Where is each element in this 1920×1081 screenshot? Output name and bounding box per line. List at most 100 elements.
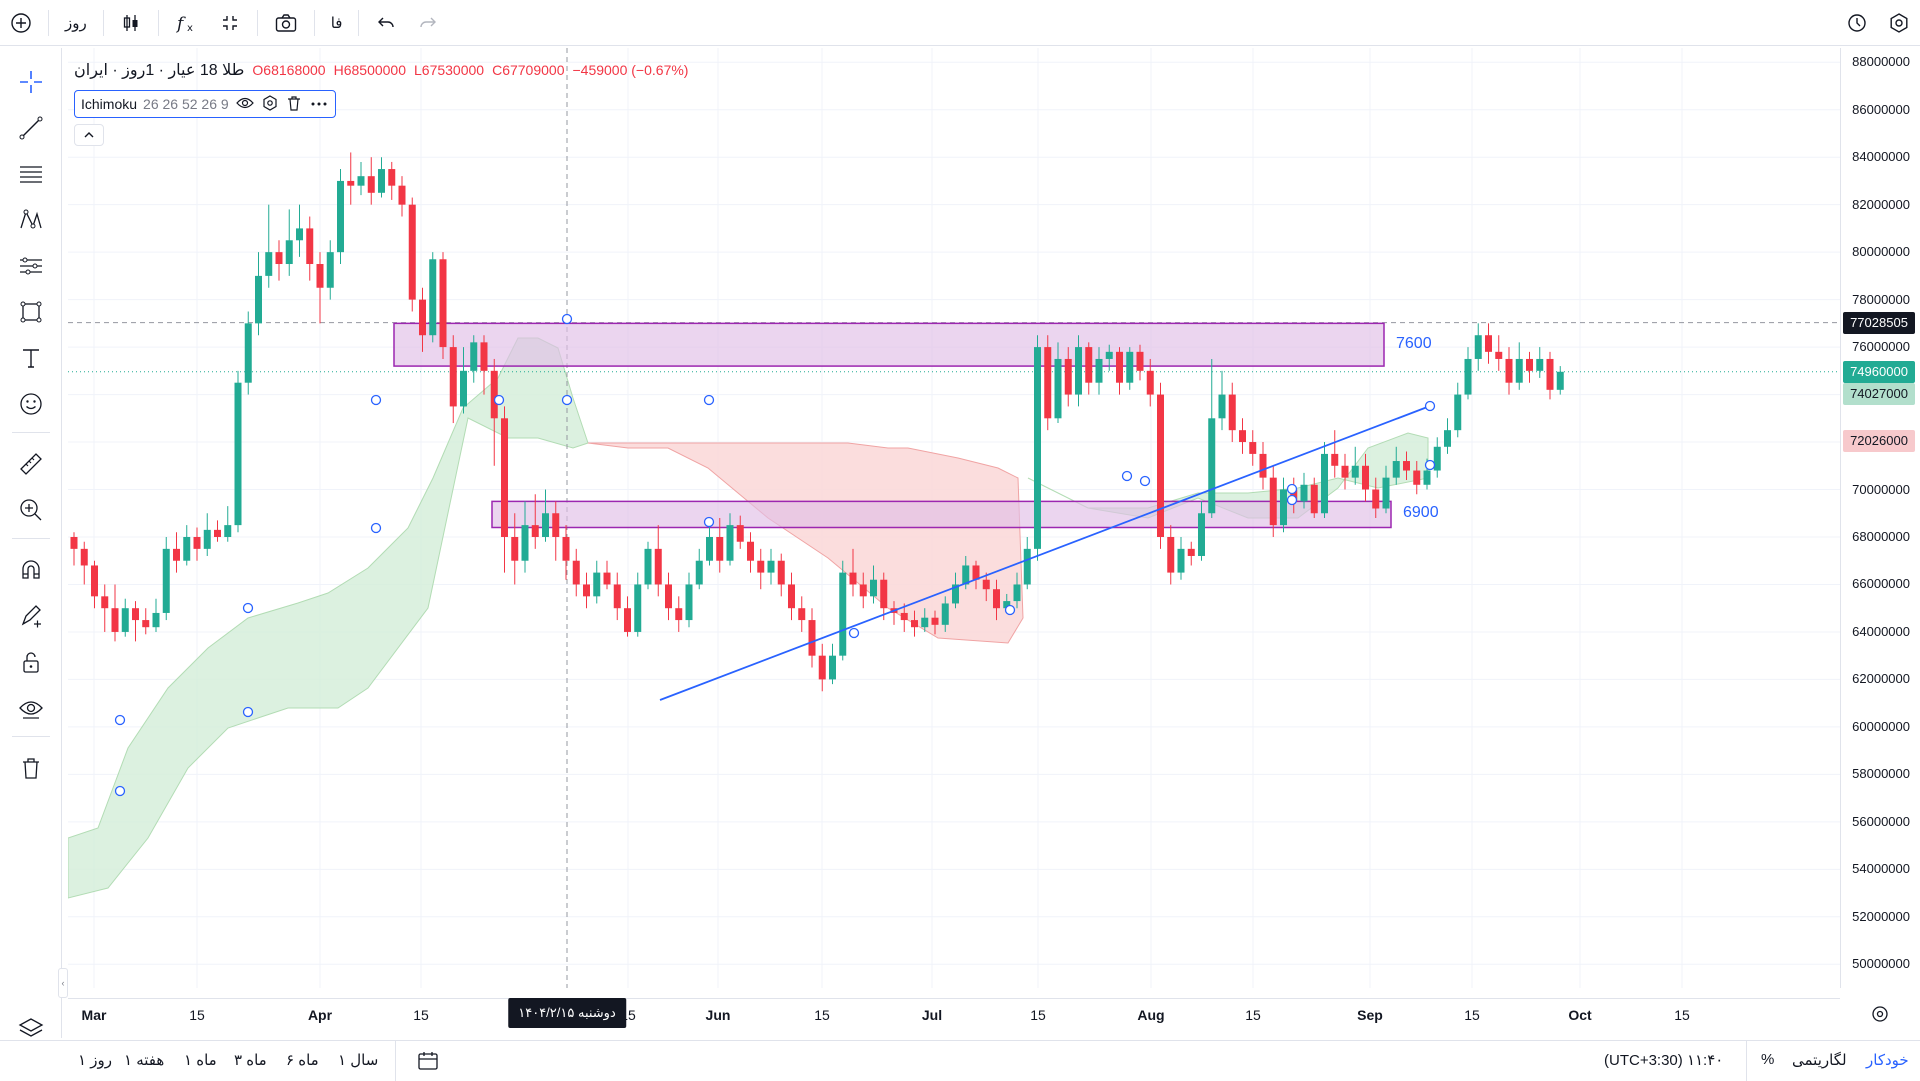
candle-body xyxy=(1536,358,1544,371)
candle-body xyxy=(839,572,847,656)
price-tag: 74027000 xyxy=(1843,382,1915,405)
camera-icon[interactable] xyxy=(264,0,308,46)
price-tag: 72026000 xyxy=(1843,430,1915,453)
drawing-anchor-point xyxy=(242,602,254,614)
language-button[interactable]: فا xyxy=(330,14,343,32)
undo-icon[interactable] xyxy=(365,0,407,46)
trend-line-icon[interactable] xyxy=(11,108,51,148)
range-3m[interactable]: ماه ۳ xyxy=(234,1052,267,1069)
zone-label-upper: 7600 xyxy=(1396,334,1432,352)
candle-body xyxy=(132,608,139,621)
time-tick-label: Oct xyxy=(1568,1007,1592,1023)
text-tool-icon[interactable] xyxy=(11,338,51,378)
range-1m[interactable]: ماه ۱ xyxy=(184,1052,217,1069)
price-tick-label: 76000000 xyxy=(1852,339,1910,355)
indicator-legend[interactable]: Ichimoku 26 26 52 26 9 xyxy=(74,90,336,118)
range-1w[interactable]: هفته ۱ xyxy=(124,1052,165,1069)
auto-toggle[interactable]: خودکار xyxy=(1866,1052,1909,1069)
price-tick-label: 64000000 xyxy=(1852,623,1910,639)
timezone-label[interactable]: (UTC+3:30) ۱۱:۴۰ xyxy=(1604,1052,1724,1069)
candle-body xyxy=(142,620,150,628)
price-scale[interactable]: 88000000 86000000 84000000 82000000 80000000… xyxy=(1840,48,1920,988)
candle-body xyxy=(1556,371,1564,390)
divider xyxy=(395,1041,396,1081)
ruler-icon[interactable] xyxy=(11,444,51,484)
support-resistance-zone xyxy=(491,500,1392,529)
hide-drawings-icon[interactable] xyxy=(11,688,51,728)
candle-body xyxy=(337,180,344,253)
range-6m[interactable]: ماه ۶ xyxy=(286,1052,319,1069)
candle-body xyxy=(234,382,242,526)
price-tick-label: 82000000 xyxy=(1852,196,1910,212)
candle-body xyxy=(634,584,642,632)
indicator-name[interactable]: Ichimoku xyxy=(81,96,138,112)
alert-clock-icon[interactable] xyxy=(1836,0,1878,46)
time-tick-label: Mar xyxy=(81,1007,107,1023)
settings-icon[interactable] xyxy=(1878,0,1920,46)
date-range-icon[interactable] xyxy=(416,1050,440,1077)
candle-body xyxy=(1454,394,1462,431)
chevron-left-icon[interactable]: ‹ xyxy=(58,968,68,998)
lock-icon[interactable] xyxy=(11,642,51,682)
interval-button[interactable]: روز xyxy=(65,14,87,32)
emoji-icon[interactable] xyxy=(11,384,51,424)
object-tree-icon[interactable] xyxy=(11,1008,51,1048)
price-tick-label: 52000000 xyxy=(1852,908,1910,924)
trash-icon[interactable] xyxy=(11,748,51,788)
delete-icon[interactable] xyxy=(285,94,303,115)
time-scale[interactable]: Mar 15 Apr 15 15 Jun 15 Jul 15 Aug 15 Sep 15 Oct 15 xyxy=(68,998,1840,1030)
log-toggle[interactable]: لگاریتمی xyxy=(1792,1052,1847,1069)
drawing-anchor-point xyxy=(1286,494,1298,506)
settings-icon[interactable] xyxy=(261,94,279,115)
collapse-legend-button[interactable] xyxy=(74,124,104,146)
candle-body xyxy=(1526,358,1533,371)
candle-body xyxy=(378,169,385,193)
candle-body xyxy=(521,525,529,561)
forecast-icon[interactable] xyxy=(11,246,51,286)
chart-pane[interactable] xyxy=(67,48,1840,988)
redo-icon[interactable] xyxy=(407,0,449,46)
candle-body xyxy=(952,584,959,604)
zoom-in-icon[interactable] xyxy=(11,490,51,530)
more-icon[interactable] xyxy=(309,96,329,112)
candle-body xyxy=(1280,489,1287,526)
range-1y[interactable]: سال ۱ xyxy=(338,1052,379,1069)
symbol-title[interactable]: طلا 18 عیار · 1روز · ایران xyxy=(74,62,245,79)
drawing-anchor-point xyxy=(114,714,126,726)
eye-icon[interactable] xyxy=(235,95,255,114)
candle-body xyxy=(439,259,447,348)
candle-body xyxy=(1310,484,1318,514)
percent-toggle[interactable]: % xyxy=(1761,1051,1775,1068)
chart-canvas[interactable] xyxy=(67,48,1840,988)
candle-body xyxy=(1167,536,1175,573)
candle-body xyxy=(818,655,826,680)
candle-body xyxy=(747,541,754,561)
magnet-icon[interactable] xyxy=(11,550,51,590)
fullscreen-icon[interactable] xyxy=(209,0,251,46)
price-tick-label: 66000000 xyxy=(1852,576,1910,592)
add-symbol-icon[interactable] xyxy=(0,0,42,46)
crosshair-icon[interactable] xyxy=(11,62,51,102)
candle-body xyxy=(183,536,191,561)
candle-body xyxy=(654,548,662,585)
range-1d[interactable]: روز ۱ xyxy=(78,1052,112,1069)
fib-retracement-icon[interactable] xyxy=(11,154,51,194)
candle-body xyxy=(962,565,970,585)
candle-body xyxy=(603,572,611,585)
candle-body xyxy=(982,579,990,590)
price-tick-label: 84000000 xyxy=(1852,149,1910,165)
shapes-icon[interactable] xyxy=(11,292,51,332)
candle-body xyxy=(1023,548,1031,585)
stay-drawing-icon[interactable] xyxy=(11,596,51,636)
drawing-anchor-point xyxy=(1424,459,1436,471)
zone-label-lower: 6900 xyxy=(1403,504,1439,522)
candle-body xyxy=(572,560,580,585)
candles-icon[interactable] xyxy=(110,0,152,46)
drawing-anchor-point xyxy=(703,394,715,406)
axis-settings-icon[interactable] xyxy=(1870,1004,1890,1029)
pattern-icon[interactable] xyxy=(11,200,51,240)
candle-body xyxy=(244,323,252,383)
candle-body xyxy=(1075,347,1082,395)
